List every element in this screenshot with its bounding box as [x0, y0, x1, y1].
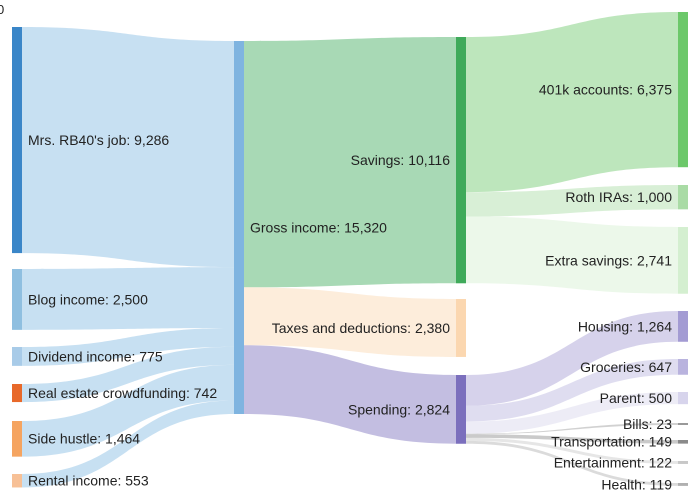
node-extra[interactable]	[678, 227, 688, 294]
link-dividend-to-gross	[22, 327, 234, 366]
link-blog-to-gross	[22, 267, 234, 330]
node-job[interactable]	[12, 27, 22, 254]
label-spending: Spending: 2,824	[348, 401, 450, 417]
link-realestate-to-gross	[22, 346, 234, 403]
label-transport: Transportation: 149	[551, 434, 672, 450]
link-spending-to-groceries	[466, 359, 678, 422]
label-realestate: Real estate crowdfunding: 742	[28, 385, 217, 401]
link-spending-to-transport	[466, 434, 678, 444]
link-spending-to-parent	[466, 392, 678, 434]
link-spending-to-entertain	[466, 437, 678, 464]
node-k401[interactable]	[678, 12, 688, 168]
link-gross-to-spending	[244, 345, 456, 444]
link-savings-to-k401	[466, 12, 678, 193]
links-layer	[22, 12, 678, 488]
label-savings: Savings: 10,116	[351, 152, 451, 168]
node-taxes[interactable]	[456, 299, 466, 357]
corner-label: 0	[0, 2, 5, 17]
node-bills[interactable]	[678, 423, 688, 425]
label-dividend: Dividend income: 775	[28, 348, 163, 364]
label-k401: 401k accounts: 6,375	[539, 82, 672, 98]
label-blog: Blog income: 2,500	[28, 291, 148, 307]
label-sidehustle: Side hustle: 1,464	[28, 431, 140, 447]
labels-layer: Mrs. RB40's job: 9,286 Blog income: 2,500…	[28, 82, 672, 493]
link-gross-to-taxes	[244, 287, 456, 357]
label-extra: Extra savings: 2,741	[545, 252, 672, 268]
label-rental: Rental income: 553	[28, 473, 149, 489]
nodes-layer	[12, 12, 688, 488]
label-health: Health: 119	[601, 476, 672, 492]
node-housing[interactable]	[678, 311, 688, 342]
node-gross[interactable]	[234, 41, 244, 414]
node-realestate[interactable]	[12, 384, 22, 403]
link-savings-to-roth	[466, 185, 678, 217]
label-entertain: Entertainment: 122	[554, 454, 673, 470]
node-savings[interactable]	[456, 37, 466, 284]
node-groceries[interactable]	[678, 359, 688, 375]
node-blog[interactable]	[12, 269, 22, 330]
node-parent[interactable]	[678, 392, 688, 405]
link-gross-to-savings	[244, 37, 456, 288]
node-dividend[interactable]	[12, 347, 22, 366]
label-bills: Bills: 23	[623, 416, 672, 432]
link-spending-to-health	[466, 440, 678, 486]
node-spending[interactable]	[456, 375, 466, 444]
label-roth: Roth IRAs: 1,000	[565, 189, 672, 205]
label-taxes: Taxes and deductions: 2,380	[272, 320, 450, 336]
node-sidehustle[interactable]	[12, 421, 22, 457]
link-spending-to-housing	[466, 311, 678, 406]
link-job-to-gross	[22, 27, 234, 268]
link-savings-to-extra	[466, 216, 678, 294]
node-rental[interactable]	[12, 474, 22, 488]
label-groceries: Groceries: 647	[580, 359, 672, 375]
link-rental-to-gross	[22, 400, 234, 488]
label-parent: Parent: 500	[600, 390, 673, 406]
link-spending-to-bills	[466, 423, 678, 435]
link-sidehustle-to-gross	[22, 364, 234, 457]
node-entertain[interactable]	[678, 461, 688, 464]
node-health[interactable]	[678, 483, 688, 486]
node-transport[interactable]	[678, 440, 688, 444]
node-roth[interactable]	[678, 185, 688, 210]
label-housing: Housing: 1,264	[578, 318, 672, 334]
label-job: Mrs. RB40's job: 9,286	[28, 132, 169, 148]
label-gross: Gross income: 15,320	[250, 219, 387, 235]
